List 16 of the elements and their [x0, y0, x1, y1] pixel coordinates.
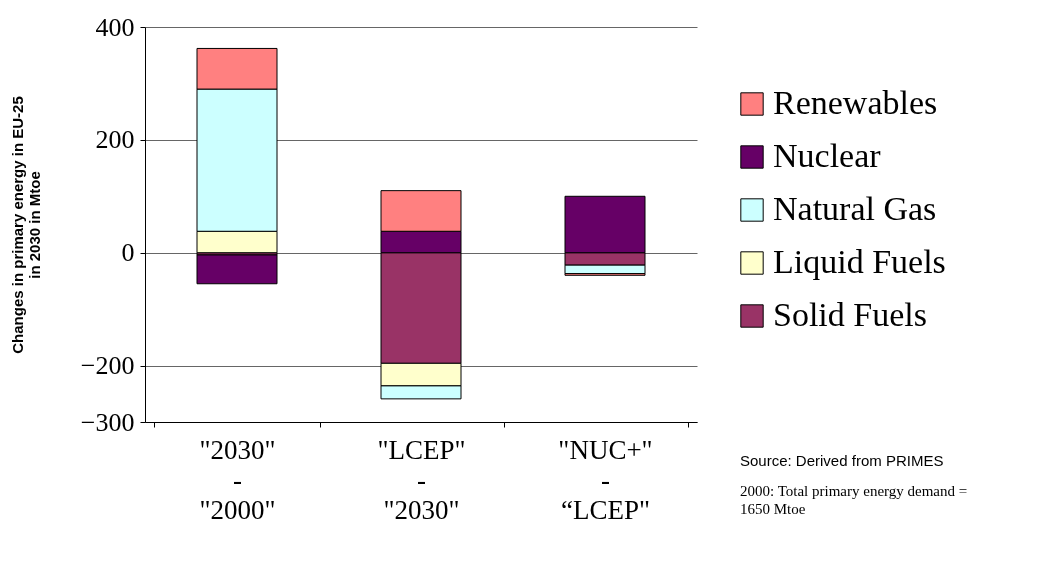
y-tick-label: 400: [95, 12, 135, 42]
x-tick-label: "NUC+" - “LCEP": [558, 434, 653, 525]
y-tick-label: 200: [95, 125, 135, 155]
text: 2000: Total primary energy demand = 1650 Mtoe: [740, 482, 968, 518]
x-tick-label: "2030" - "2000": [199, 434, 276, 525]
y-tick-label: 0: [121, 238, 135, 268]
legend-label: Liquid Fuels: [773, 243, 946, 280]
x-tick-label: "LCEP" - "2030": [377, 434, 466, 525]
y-tick-label: −200: [80, 351, 135, 381]
y-tick-label: −300: [80, 407, 135, 437]
legend-label: Solid Fuels: [773, 296, 927, 333]
legend-label: Natural Gas: [773, 190, 937, 227]
legend-label: Renewables: [773, 84, 938, 121]
y-axis-title: Changes in primary energy in EU-25 in 2030 in Mtoe: [8, 96, 43, 354]
source-note: Source: Derived from PRIMES: [740, 452, 944, 469]
legend-label: Nuclear: [773, 137, 882, 174]
